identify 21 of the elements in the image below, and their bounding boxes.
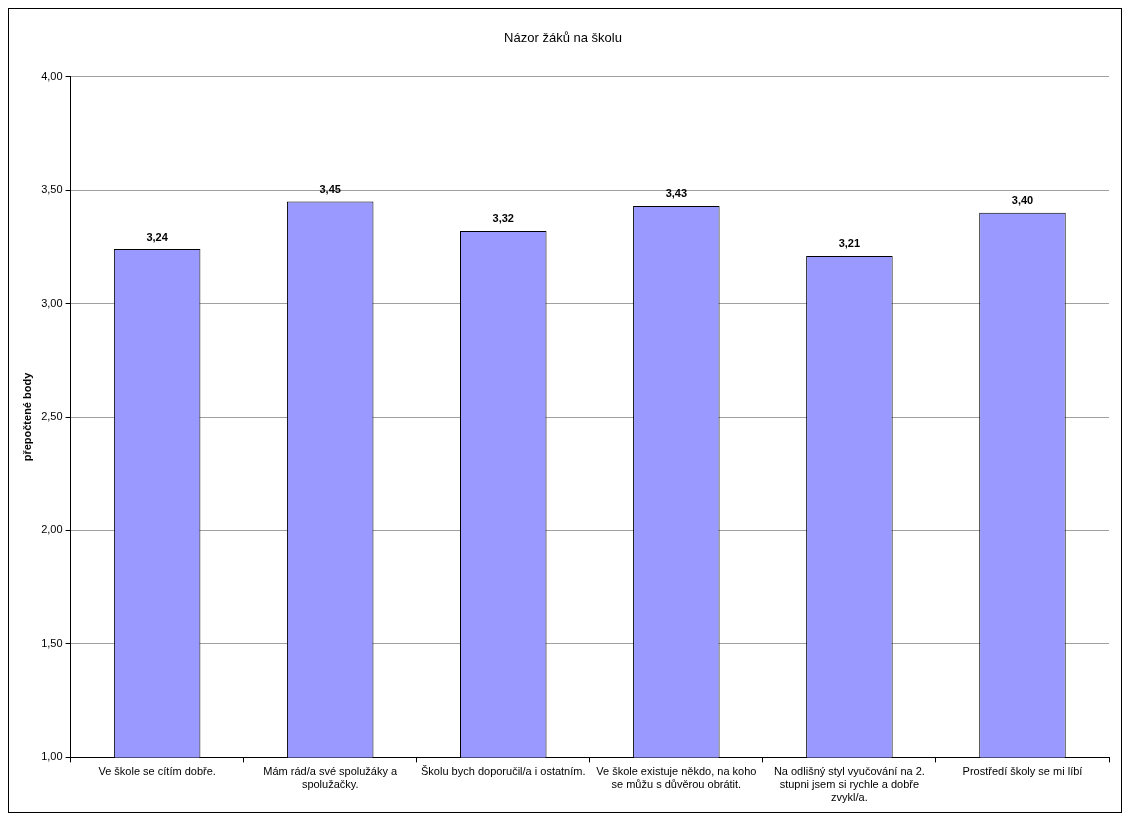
- y-axis-title: přepočtené body: [20, 371, 33, 462]
- y-tick-label: 2,50: [41, 410, 63, 423]
- x-tick-label: Na odlišný styl vyučování na 2. stupni jsem si rychle a dobře zvykl/a.: [773, 765, 925, 804]
- data-label: 3,24: [146, 230, 169, 243]
- x-tick-label: Prostředí školy se mi líbí: [962, 765, 1083, 778]
- data-label: 3,32: [492, 212, 514, 225]
- data-label: 3,43: [665, 187, 688, 200]
- x-tick-label: Ve škole existuje někdo, na koho se můžu s důvěrou obrátit.: [596, 765, 757, 791]
- data-label: 3,45: [319, 182, 341, 195]
- y-tick-label: 1,50: [41, 636, 63, 649]
- y-tick-label: 1,00: [41, 750, 63, 763]
- y-tick-label: 4,00: [41, 69, 63, 82]
- data-label: 3,21: [838, 237, 861, 250]
- chart-title: Názor žáků na školu: [504, 30, 622, 46]
- data-label: 3,40: [1011, 194, 1034, 207]
- x-tick-label: Školu bych doporučil/a i ostatním.: [421, 765, 586, 778]
- y-tick-label: 2,00: [41, 523, 63, 536]
- x-tick-label: Mám rád/a své spolužáky a spolužačky.: [263, 765, 399, 791]
- y-tick-label: 3,50: [41, 183, 63, 196]
- y-tick-label: 3,00: [41, 296, 63, 309]
- x-tick-label: Ve škole se cítím dobře.: [98, 765, 216, 778]
